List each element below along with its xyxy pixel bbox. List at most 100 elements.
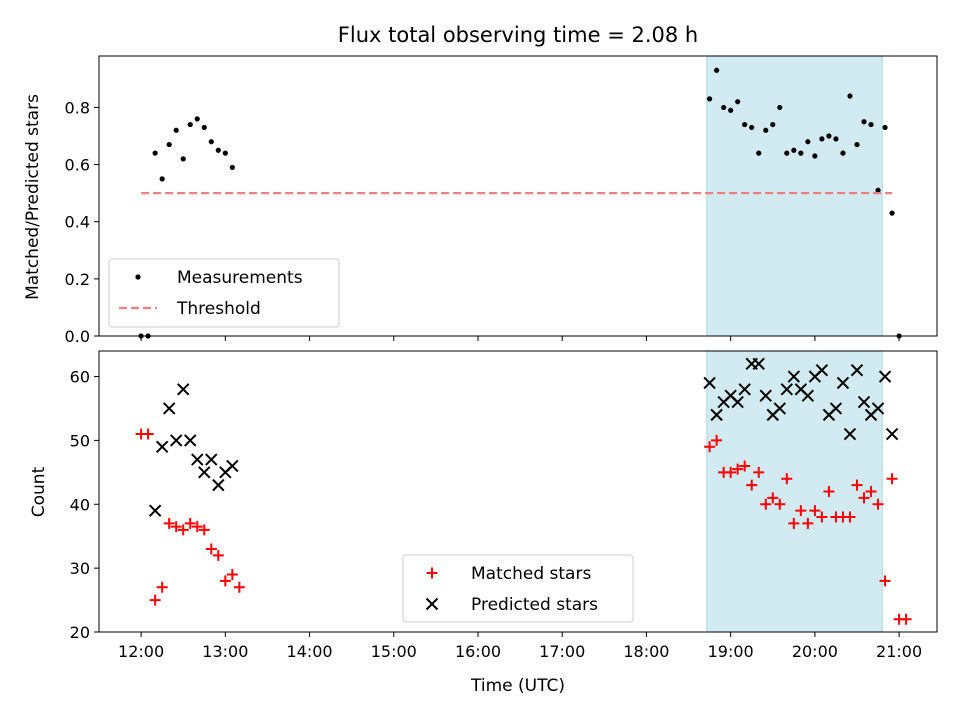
matched-stars-point [760,498,772,510]
x-tick-label: 19:00 [708,642,754,661]
chart-title: Flux total observing time = 2.08 h [338,23,698,47]
x-tick-label: 21:00 [876,642,922,661]
measurement-point [714,67,720,73]
matched-stars-point [219,575,231,587]
matched-stars-point [191,521,203,533]
predicted-stars-point [162,402,176,415]
y-tick-label: 60 [70,368,90,387]
matched-stars-point [788,517,800,529]
measurement-point [208,139,214,145]
predicted-stars-point [773,402,786,415]
matched-stars-point [809,505,821,517]
x-tick-label: 13:00 [202,642,248,661]
bottom-y-axis-label: Count [29,466,49,517]
predicted-stars-point [829,402,843,415]
y-tick-label: 0.0 [65,327,90,346]
predicted-stars-point [885,427,899,441]
legend-predicted-swatch [425,597,439,611]
y-tick-label: 0.8 [65,98,90,117]
matched-stars-point [767,492,779,504]
predicted-stars-point [815,363,829,377]
y-tick-label: 0.6 [65,156,90,175]
predicted-stars-point [212,478,225,492]
measurement-point [840,150,846,156]
matched-stars-point [823,486,835,497]
predicted-stars-point [205,453,218,466]
matched-stars-point [711,434,723,446]
legend-measurements-swatch [135,274,141,280]
measurement-point [728,107,734,113]
x-tick-label: 17:00 [539,642,585,661]
matched-stars-point [900,613,912,625]
measurement-point [826,133,832,139]
legend-label: Measurements [177,268,303,288]
legend-matched-swatch [426,567,438,579]
measurement-point [833,136,839,142]
observing-interval-shade [706,55,883,337]
measurement-point [882,124,888,131]
measurement-point [847,93,853,99]
matched-stars-point [865,486,877,497]
predicted-stars-point [184,434,197,447]
matched-stars-point [170,521,182,533]
predicted-stars-point [801,389,815,402]
x-axis-label: Time (UTC) [470,676,565,696]
matched-stars-point [732,463,744,475]
legend-box [108,258,340,328]
predicted-stars-point [710,408,723,422]
measurement-point [707,96,713,102]
predicted-stars-point [857,395,871,409]
matched-stars-point [212,549,224,561]
legend: Matched stars Predicted stars [402,554,634,623]
x-tick-label: 20:00 [792,642,838,661]
top-panel: 0.0 0.2 0.4 0.6 0.8 Measurements Threshold [65,55,938,346]
measurement-point [868,121,874,128]
predicted-stars-point [780,383,794,396]
measurement-point [742,121,748,128]
matched-stars-point [205,543,217,555]
predicted-stars-point [731,395,744,409]
legend-label: Threshold [176,299,261,319]
observing-interval-shade [706,350,883,633]
legend-label: Matched stars [471,564,591,584]
matched-stars-point [163,517,175,529]
measurement-point [861,119,867,125]
matched-stars-point [872,498,884,510]
y-tick-label: 20 [70,623,90,642]
axes-frame [98,55,938,337]
matched-stars-point [795,505,807,517]
matched-stars-point [858,492,870,504]
x-tick-label: 16:00 [455,642,501,661]
measurement-point [784,150,790,156]
matched-stars-point [816,511,828,523]
measurement-point [222,150,228,156]
matched-stars-point [781,473,793,485]
matched-stars-point [226,569,238,581]
predicted-stars-point [738,383,751,396]
predicted-stars-point [148,504,162,517]
predicted-stars-point [752,357,765,370]
predicted-stars-point [226,459,239,473]
measurement-point [152,150,158,156]
y-tick-label: 30 [70,559,90,578]
x-tick-label: 14:00 [286,642,332,661]
measurement-point [721,104,727,111]
matched-stars-point [177,524,189,536]
predicted-stars-point [169,434,183,447]
matched-stars-point [233,581,245,593]
legend: Measurements Threshold [108,258,340,328]
top-y-axis-label: Matched/Predicted stars [23,94,43,300]
measurement-point [756,150,762,156]
measurement-point [229,164,235,171]
predicted-stars-point [787,370,801,383]
measurement-point [798,150,804,156]
measurement-point [173,127,179,133]
x-tick-label: 18:00 [623,642,669,661]
y-tick-label: 40 [70,495,90,514]
predicted-stars-point [843,427,857,441]
matched-stars-point [149,594,161,606]
matched-stars-point [704,441,716,453]
predicted-stars-point [703,376,716,390]
matched-stars-point [184,517,196,529]
